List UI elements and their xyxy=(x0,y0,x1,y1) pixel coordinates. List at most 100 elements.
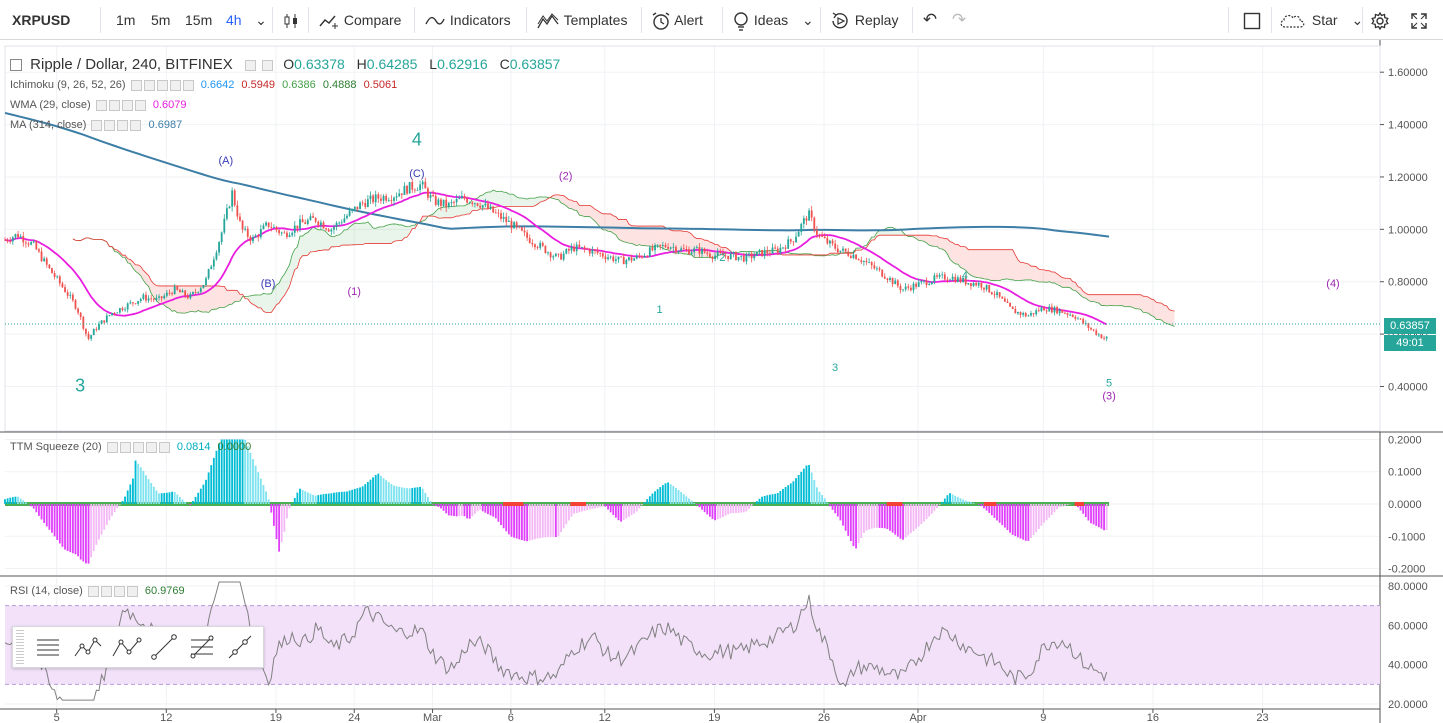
ichimoku-cloud-segment xyxy=(260,293,264,312)
interval-4h[interactable]: 4h xyxy=(226,12,242,28)
drag-handle[interactable] xyxy=(16,630,24,664)
candle-body xyxy=(66,292,69,296)
close-icon[interactable] xyxy=(134,99,146,111)
close-icon[interactable] xyxy=(158,441,170,453)
eye-icon[interactable] xyxy=(87,585,99,597)
ttm-histogram-bar xyxy=(497,504,500,522)
ttm-histogram-bar xyxy=(800,471,803,504)
price-chart[interactable]: 3(A)(B)4(C)(1)(2)12345(3)(4)0.400000.600… xyxy=(0,40,1443,723)
candle-body xyxy=(210,266,213,270)
collapse-icon[interactable] xyxy=(10,59,22,72)
settings-icon[interactable] xyxy=(119,441,131,453)
ttm-histogram-bar xyxy=(450,504,453,516)
redo-button[interactable]: ↷ xyxy=(947,0,971,40)
candle-body xyxy=(659,244,662,246)
ttm-histogram-bar xyxy=(836,504,839,517)
interval-1m[interactable]: 1m xyxy=(116,12,136,28)
eye-icon[interactable] xyxy=(91,119,103,131)
eye-icon[interactable] xyxy=(95,99,107,111)
ttm-histogram-bar xyxy=(283,504,286,532)
interval-5m[interactable]: 5m xyxy=(151,12,171,28)
compare-label: Compare xyxy=(343,12,402,28)
settings-icon[interactable] xyxy=(143,79,155,91)
candle-body xyxy=(293,225,296,233)
candle-body xyxy=(518,226,521,228)
more-icon[interactable] xyxy=(117,119,129,131)
ttm-histogram-bar xyxy=(724,504,727,516)
horizontal-lines-icon[interactable] xyxy=(31,630,65,664)
chart-type-button[interactable] xyxy=(279,0,303,40)
star-button[interactable]: Star ⌄ xyxy=(1278,0,1363,40)
eye-icon[interactable] xyxy=(244,59,256,71)
candle-body xyxy=(244,228,247,230)
ichimoku-cloud-segment xyxy=(1028,263,1031,280)
replay-button[interactable]: Replay xyxy=(829,0,898,40)
ichimoku-cloud-segment xyxy=(1101,294,1105,306)
ttm-histogram-bar xyxy=(416,487,419,504)
interval-15m[interactable]: 15m xyxy=(185,12,213,28)
ttm-histogram-bar xyxy=(1045,504,1048,521)
ttm-histogram-bar xyxy=(1037,504,1040,529)
candle-body xyxy=(241,220,244,230)
elliott-wave-icon[interactable] xyxy=(71,630,105,664)
candle-body xyxy=(366,199,369,207)
candle-body xyxy=(534,244,536,248)
candle-body xyxy=(766,250,769,254)
toolbar-divider xyxy=(1271,7,1272,33)
eye-icon[interactable] xyxy=(106,441,118,453)
source-icon[interactable] xyxy=(132,441,144,453)
settings-icon[interactable] xyxy=(108,99,120,111)
ichimoku-cloud-segment xyxy=(367,221,371,244)
candle-body xyxy=(64,287,66,293)
expand-button[interactable] xyxy=(1407,0,1431,40)
more-icon[interactable] xyxy=(169,79,181,91)
undo-button[interactable]: ↶ xyxy=(918,0,942,40)
ttm-histogram-bar xyxy=(951,494,954,504)
settings-icon[interactable] xyxy=(100,585,112,597)
fullscreen-select-button[interactable] xyxy=(1240,0,1264,40)
ichimoku-cloud-segment xyxy=(566,197,569,209)
close-icon[interactable] xyxy=(130,119,142,131)
candle-body xyxy=(351,209,354,211)
candle-body xyxy=(985,284,988,290)
ttm-histogram-bar xyxy=(784,487,787,504)
compare-button[interactable]: Compare xyxy=(318,0,401,40)
more-icon[interactable] xyxy=(113,585,125,597)
ttm-histogram-bar xyxy=(810,472,813,504)
close-icon[interactable] xyxy=(126,585,138,597)
ttm-histogram-bar xyxy=(972,502,975,504)
templates-button[interactable]: Templates xyxy=(536,0,627,40)
ttm-histogram-bar xyxy=(460,504,463,516)
more-icon[interactable] xyxy=(121,99,133,111)
ideas-button[interactable]: Ideas ⌄ xyxy=(732,0,814,40)
abc-wave-icon[interactable] xyxy=(109,630,143,664)
candle-body xyxy=(755,251,758,256)
symbol-search[interactable]: XRPUSD xyxy=(12,0,70,40)
ichimoku-cloud-segment xyxy=(621,219,624,242)
candle-body xyxy=(1061,309,1064,313)
alert-button[interactable]: Alert xyxy=(651,0,703,40)
ttm-histogram-bar xyxy=(860,504,863,539)
settings-icon[interactable] xyxy=(262,59,274,71)
ttm-histogram-bar xyxy=(212,457,215,504)
ichimoku-cloud-segment xyxy=(1072,281,1076,291)
ray-icon[interactable] xyxy=(223,630,257,664)
ichimoku-cloud-segment xyxy=(354,223,358,245)
interval-dropdown[interactable]: ⌄ xyxy=(249,0,273,40)
indicators-button[interactable]: Indicators xyxy=(424,0,511,40)
candle-body xyxy=(813,217,816,231)
fib-retracement-icon[interactable] xyxy=(185,630,219,664)
ttm-histogram-bar xyxy=(500,504,502,526)
source-icon[interactable] xyxy=(156,79,168,91)
ttm-histogram-bar xyxy=(484,504,487,513)
chart-area[interactable]: 3(A)(B)4(C)(1)(2)12345(3)(4)0.400000.600… xyxy=(0,40,1443,723)
ttm-histogram-bar xyxy=(489,504,492,516)
ichimoku-cloud-segment xyxy=(1093,294,1097,303)
close-icon[interactable] xyxy=(182,79,194,91)
trend-line-icon[interactable] xyxy=(147,630,181,664)
more-icon[interactable] xyxy=(145,441,157,453)
settings-icon[interactable] xyxy=(104,119,116,131)
settings-button[interactable] xyxy=(1368,0,1392,40)
ttm-histogram-bar xyxy=(513,504,515,538)
eye-icon[interactable] xyxy=(130,79,142,91)
